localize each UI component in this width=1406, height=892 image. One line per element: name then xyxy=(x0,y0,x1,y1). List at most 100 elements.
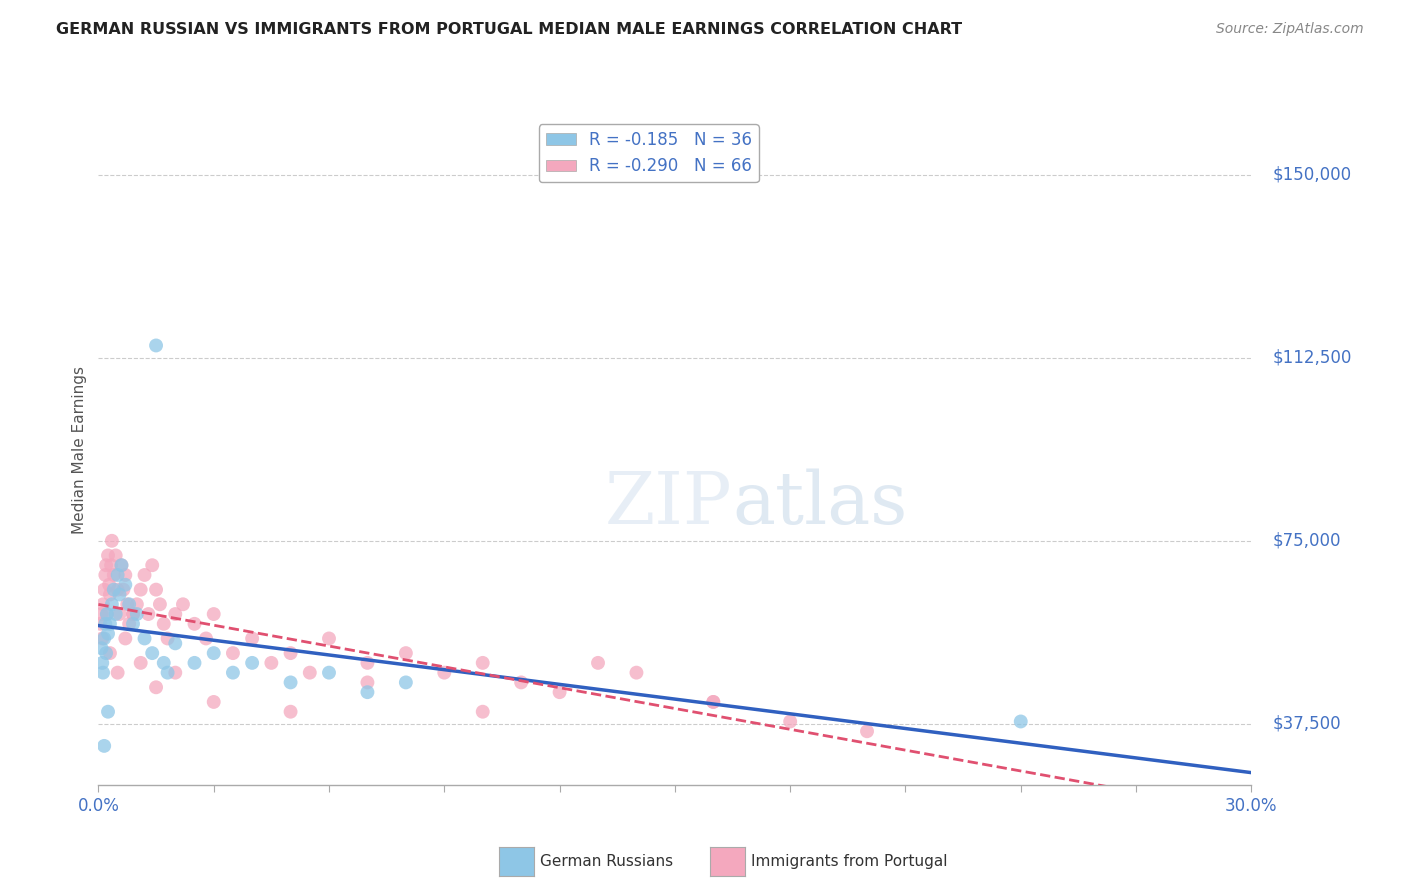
Point xyxy=(118,597,141,611)
Point xyxy=(260,656,283,670)
Point xyxy=(118,616,141,631)
Point xyxy=(134,568,156,582)
Point xyxy=(122,616,145,631)
Point xyxy=(94,646,117,660)
Point xyxy=(91,632,114,646)
Point xyxy=(107,582,129,597)
Point xyxy=(395,675,418,690)
Point xyxy=(141,558,163,573)
Point xyxy=(97,705,120,719)
Point xyxy=(152,616,174,631)
Point xyxy=(122,607,145,621)
Point xyxy=(222,665,245,680)
Point xyxy=(471,705,494,719)
Point xyxy=(91,656,114,670)
Point xyxy=(152,656,174,670)
Point xyxy=(94,568,117,582)
Point xyxy=(134,632,156,646)
Point xyxy=(110,558,132,573)
Point xyxy=(471,656,494,670)
Point xyxy=(145,338,167,352)
Point xyxy=(156,632,179,646)
Point xyxy=(103,582,125,597)
Point xyxy=(183,656,205,670)
Point xyxy=(138,607,160,621)
Point xyxy=(202,695,225,709)
Point xyxy=(702,695,724,709)
Point xyxy=(91,597,114,611)
Point xyxy=(280,705,302,719)
Point xyxy=(96,607,118,621)
Point xyxy=(110,558,132,573)
Point xyxy=(94,616,117,631)
Legend: R = -0.185   N = 36, R = -0.290   N = 66: R = -0.185 N = 36, R = -0.290 N = 66 xyxy=(538,124,759,182)
Point xyxy=(98,578,121,592)
Point xyxy=(91,665,114,680)
Point xyxy=(114,632,136,646)
Point xyxy=(779,714,801,729)
Point xyxy=(165,607,187,621)
Point xyxy=(548,685,571,699)
Point xyxy=(114,568,136,582)
Point xyxy=(129,656,152,670)
Point xyxy=(149,597,172,611)
Point xyxy=(94,558,117,573)
Point xyxy=(93,632,115,646)
Point xyxy=(97,549,120,563)
Point xyxy=(165,665,187,680)
Point xyxy=(90,641,112,656)
Point xyxy=(145,681,167,695)
Point xyxy=(114,578,136,592)
Point xyxy=(510,675,533,690)
Point xyxy=(100,558,122,573)
Point xyxy=(107,665,129,680)
Point xyxy=(318,632,340,646)
Point xyxy=(856,724,879,739)
Point xyxy=(318,665,340,680)
Point xyxy=(195,632,218,646)
Text: $75,000: $75,000 xyxy=(1272,532,1341,549)
Text: German Russians: German Russians xyxy=(540,855,673,869)
Point xyxy=(101,597,124,611)
Text: $112,500: $112,500 xyxy=(1272,349,1351,367)
Text: GERMAN RUSSIAN VS IMMIGRANTS FROM PORTUGAL MEDIAN MALE EARNINGS CORRELATION CHAR: GERMAN RUSSIAN VS IMMIGRANTS FROM PORTUG… xyxy=(56,22,962,37)
Point xyxy=(280,646,302,660)
Text: $37,500: $37,500 xyxy=(1272,714,1341,733)
Point xyxy=(98,646,121,660)
Point xyxy=(356,675,378,690)
Point xyxy=(117,597,138,611)
Text: atlas: atlas xyxy=(733,468,908,540)
Point xyxy=(107,568,129,582)
Point xyxy=(104,549,127,563)
Point xyxy=(97,626,120,640)
Text: $150,000: $150,000 xyxy=(1272,166,1351,184)
Point xyxy=(112,582,135,597)
Point xyxy=(103,568,125,582)
Point xyxy=(202,646,225,660)
Point xyxy=(433,665,456,680)
Point xyxy=(141,646,163,660)
Text: ZIP: ZIP xyxy=(605,468,733,540)
Point xyxy=(395,646,418,660)
Point xyxy=(202,607,225,621)
Point xyxy=(93,739,115,753)
Point xyxy=(125,607,148,621)
Point xyxy=(240,632,263,646)
Point xyxy=(702,695,724,709)
Point xyxy=(222,646,245,660)
Point xyxy=(356,656,378,670)
Point xyxy=(183,616,205,631)
Point xyxy=(172,597,194,611)
Point xyxy=(89,616,111,631)
Text: Source: ZipAtlas.com: Source: ZipAtlas.com xyxy=(1216,22,1364,37)
Point xyxy=(122,607,145,621)
Point xyxy=(98,616,121,631)
Point xyxy=(298,665,321,680)
Point xyxy=(108,607,131,621)
Point xyxy=(1010,714,1032,729)
Point xyxy=(93,582,115,597)
Point xyxy=(104,607,127,621)
Point xyxy=(356,685,378,699)
Point xyxy=(240,656,263,670)
Point xyxy=(108,587,131,601)
